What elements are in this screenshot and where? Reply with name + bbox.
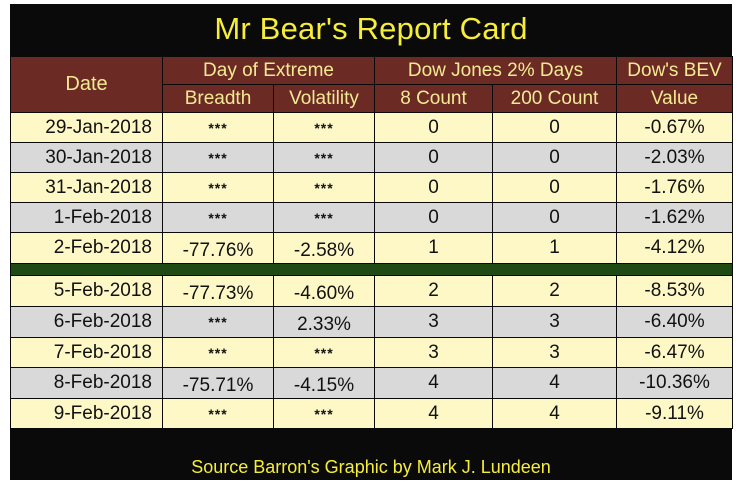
date-cell: 30-Jan-2018 [10,142,163,173]
breadth-cell: *** [162,306,274,338]
week-separator-row [9,263,734,276]
date-cell: 31-Jan-2018 [10,172,163,203]
count-8-cell: 2 [374,275,493,307]
count-200-cell: 0 [491,172,618,203]
bev-value-cell: -1.62% [616,202,734,233]
source-footer: Source Barron's Graphic by Mark J. Lunde… [191,456,551,477]
bev-value-cell: -10.36% [616,367,734,399]
date-cell: 1-Feb-2018 [10,202,163,233]
date-cell: 8-Feb-2018 [10,367,163,399]
breadth-cell: -77.73% [162,275,274,307]
volatility-cell: *** [273,142,375,173]
date-cell: 7-Feb-2018 [10,337,163,368]
count-200-cell: 3 [491,306,618,338]
header-dows-bev: Dow's BEV [616,56,734,85]
count-8-cell: 0 [374,142,493,173]
table-row: 7-Feb-2018 *** *** 3 3 -6.47% [10,337,734,368]
volatility-cell: -4.15% [273,367,375,399]
count-8-cell: 0 [374,172,493,203]
date-cell: 29-Jan-2018 [10,112,163,143]
breadth-cell: *** [162,202,274,233]
table-row: 2-Feb-2018 -77.76% -2.58% 1 1 -4.12% [10,232,734,264]
header-day-of-extreme: Day of Extreme [162,56,375,85]
breadth-cell: *** [162,398,274,429]
date-cell: 6-Feb-2018 [10,306,163,338]
volatility-cell: *** [273,112,375,143]
header-breadth: Breadth [162,84,274,113]
week-separator-bar [9,263,734,276]
date-cell: 9-Feb-2018 [10,398,163,429]
table-body: 29-Jan-2018 *** *** 0 0 -0.67% 30-Jan-2018 *** *… [9,112,734,429]
table-row: 29-Jan-2018 *** *** 0 0 -0.67% [10,112,734,143]
header-row-columns: Breadth Volatility 8 Count 200 Count Val… [11,84,734,113]
breadth-cell: *** [162,172,274,203]
bev-value-cell: -0.67% [616,112,734,143]
count-200-cell: 2 [491,275,618,307]
report-title: Mr Bear's Report Card [214,11,528,46]
volatility-cell: *** [273,172,375,203]
count-200-cell: 0 [491,142,618,173]
count-8-cell: 4 [374,398,493,429]
breadth-cell: -75.71% [162,367,274,399]
header-volatility: Volatility [273,84,375,113]
count-8-cell: 0 [374,202,493,233]
table-row: 30-Jan-2018 *** *** 0 0 -2.03% [10,142,734,173]
bev-value-cell: -8.53% [616,275,734,307]
bev-value-cell: -6.47% [616,337,734,368]
table-row: 9-Feb-2018 *** *** 4 4 -9.11% [10,398,734,429]
header-200-count: 200 Count [491,84,618,113]
bev-value-cell: -1.76% [616,172,734,203]
volatility-cell: *** [273,337,375,368]
volatility-cell: *** [273,202,375,233]
table-row: 5-Feb-2018 -77.73% -4.60% 2 2 -8.53% [10,275,734,307]
bev-value-cell: -9.11% [616,398,734,429]
count-200-cell: 4 [491,398,618,429]
volatility-cell: -2.58% [273,232,375,264]
count-200-cell: 1 [491,232,618,264]
header-dow-2pct-days: Dow Jones 2% Days [373,56,618,85]
report-table: Date Day of Extreme Dow Jones 2% Days Do… [9,56,734,429]
date-cell: 5-Feb-2018 [10,275,163,307]
count-8-cell: 1 [374,232,493,264]
table-row: 1-Feb-2018 *** *** 0 0 -1.62% [10,202,734,233]
volatility-cell: *** [273,398,375,429]
volatility-cell: -4.60% [273,275,375,307]
breadth-cell: *** [162,112,274,143]
count-200-cell: 0 [491,112,618,143]
bev-value-cell: -4.12% [616,232,734,264]
count-8-cell: 3 [374,337,493,368]
header-8-count: 8 Count [374,84,493,113]
count-200-cell: 3 [491,337,618,368]
header-date: Date [10,56,163,113]
breadth-cell: -77.76% [162,232,274,264]
report-card: Mr Bear's Report Card Date Day of Extrem… [9,4,734,480]
count-8-cell: 0 [374,112,493,143]
volatility-cell: 2.33% [273,306,375,338]
count-8-cell: 4 [374,367,493,399]
breadth-cell: *** [162,142,274,173]
table-row: 8-Feb-2018 -75.71% -4.15% 4 4 -10.36% [10,367,734,399]
header-value: Value [616,84,734,113]
bev-value-cell: -6.40% [616,306,734,338]
table-row: 31-Jan-2018 *** *** 0 0 -1.76% [10,172,734,203]
count-8-cell: 3 [374,306,493,338]
breadth-cell: *** [162,337,274,368]
header-row-groups: Date Day of Extreme Dow Jones 2% Days Do… [10,56,734,113]
bev-value-cell: -2.03% [616,142,734,173]
table-row: 6-Feb-2018 *** 2.33% 3 3 -6.40% [10,306,734,338]
date-cell: 2-Feb-2018 [10,232,163,264]
count-200-cell: 4 [491,367,618,399]
count-200-cell: 0 [491,202,618,233]
